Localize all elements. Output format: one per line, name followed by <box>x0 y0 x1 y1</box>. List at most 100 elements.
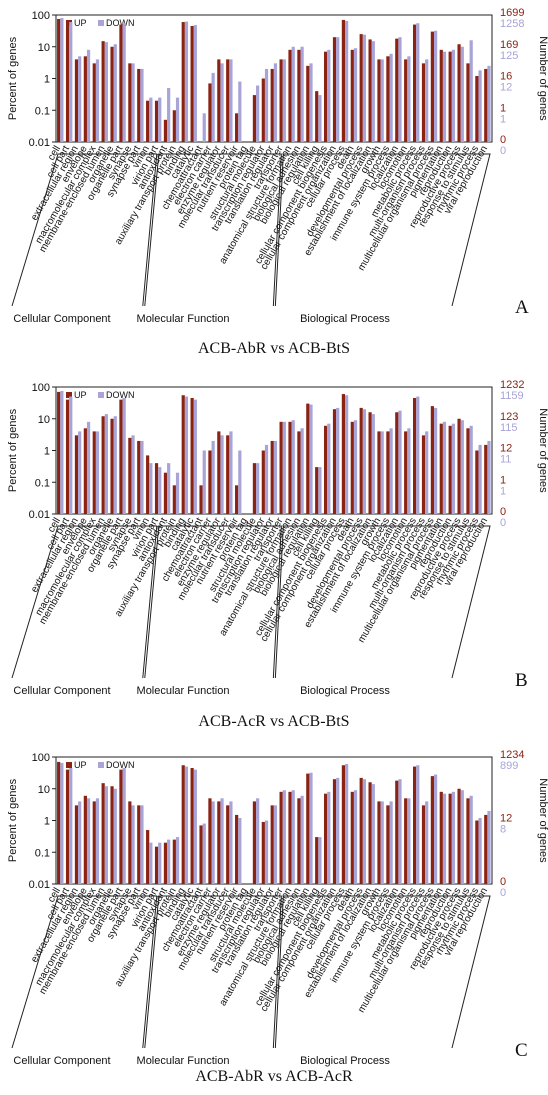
bar-up <box>83 56 87 142</box>
group-bracket-cellular <box>11 525 158 679</box>
bar-down <box>442 421 447 514</box>
bar-down <box>193 399 197 514</box>
bar-up <box>341 19 346 142</box>
bar-down <box>211 801 215 884</box>
bar-down <box>69 22 73 142</box>
bar-down <box>425 59 429 142</box>
bar-up <box>350 791 354 884</box>
chart-panel-c: 100 10 1 0.1 0.01 Percent of genes 1234 899 12 8 0… <box>0 742 548 1077</box>
group-label-biological: Biological Process <box>300 685 390 697</box>
bar-up <box>332 37 337 142</box>
bar-down <box>389 53 393 142</box>
right-up-label: 1 <box>500 474 506 486</box>
bar-down <box>309 404 313 514</box>
group-label-cellular: Cellular Component <box>13 313 110 325</box>
bar-up <box>154 100 159 142</box>
y-tick-label: 0.01 <box>29 137 50 149</box>
group-bracket-molecular <box>144 895 282 1049</box>
bar-up <box>92 63 96 143</box>
bar-up <box>163 472 168 514</box>
bar-down <box>469 40 473 142</box>
bar-down <box>407 798 411 884</box>
legend-up-label: UP <box>74 18 87 28</box>
bar-up <box>421 435 426 514</box>
bar-up <box>448 793 452 884</box>
bar-down <box>291 46 295 142</box>
bar-up <box>119 24 123 143</box>
right-down-label: 12 <box>500 82 512 94</box>
bar-up <box>57 18 61 142</box>
bar-down <box>149 842 153 884</box>
bar-up <box>430 776 434 884</box>
bar-up <box>190 398 194 514</box>
bar-up <box>439 791 443 884</box>
right-up-label: 1 <box>500 102 506 114</box>
bar-down <box>167 463 171 514</box>
bar-down <box>220 798 224 884</box>
y-axis-label: Percent of genes <box>7 408 19 492</box>
bar-up <box>199 485 203 514</box>
bar-up <box>181 22 185 142</box>
bar-up <box>297 49 301 143</box>
bar-up <box>279 421 283 514</box>
chart-panel-b: 100 10 1 0.1 0.01 Percent of genes 1232 1159 123… <box>0 372 548 707</box>
bar-down <box>122 768 126 884</box>
bar-down <box>184 396 189 514</box>
right-down-label: 0 <box>500 145 506 157</box>
bar-down <box>327 423 331 514</box>
bar-down <box>425 801 429 884</box>
legend-down-swatch <box>98 392 104 398</box>
bar-down <box>380 59 384 142</box>
bar-up <box>190 26 194 143</box>
bar-up <box>181 765 185 884</box>
bar-up <box>332 409 337 514</box>
bar-down <box>327 49 331 143</box>
chart-panel-a: 100 10 1 0.1 0.01 Percent of genes 1699 1258 169… <box>0 0 548 335</box>
bar-down <box>149 97 153 142</box>
bar-down <box>256 85 260 142</box>
bar-up <box>199 825 203 884</box>
bar-down <box>238 81 242 142</box>
bar-down <box>131 435 135 514</box>
legend-down-swatch <box>98 762 104 768</box>
bar-up <box>226 59 230 142</box>
bar-up <box>101 783 105 884</box>
right-up-label: 0 <box>500 876 506 888</box>
right-down-label: 1 <box>500 113 506 125</box>
bar-down <box>131 63 135 143</box>
bar-up <box>359 407 363 514</box>
bar-up <box>412 766 417 884</box>
bar-up <box>439 423 443 514</box>
bar-up <box>261 450 265 514</box>
bar-down <box>309 772 313 884</box>
bar-down <box>140 805 144 884</box>
bar-up <box>83 428 87 514</box>
right-down-label: 0 <box>500 887 506 899</box>
legend-up-swatch <box>66 762 72 768</box>
bar-up <box>190 768 194 884</box>
bar-down <box>327 791 331 884</box>
bar-up <box>368 412 372 514</box>
bar-up <box>279 59 283 142</box>
bar-down <box>264 820 269 884</box>
bar-down <box>282 421 286 514</box>
bar-up <box>217 431 221 514</box>
bar-down <box>291 420 295 514</box>
legend-down-swatch <box>98 20 104 26</box>
right-down-label: 11 <box>500 454 511 466</box>
bar-up <box>368 39 372 143</box>
legend-up-swatch <box>66 20 72 26</box>
bar-up <box>421 63 426 143</box>
bar-up <box>466 63 470 143</box>
bar-down <box>78 431 82 514</box>
bar-down <box>371 784 375 884</box>
right-down-label: 0 <box>500 517 506 529</box>
bar-up <box>421 805 426 884</box>
bar-up <box>92 431 96 514</box>
bar-down <box>167 88 171 142</box>
bar-up <box>404 59 408 142</box>
y-tick-label: 100 <box>32 10 50 22</box>
bar-up <box>57 391 61 514</box>
bar-up <box>306 773 310 884</box>
